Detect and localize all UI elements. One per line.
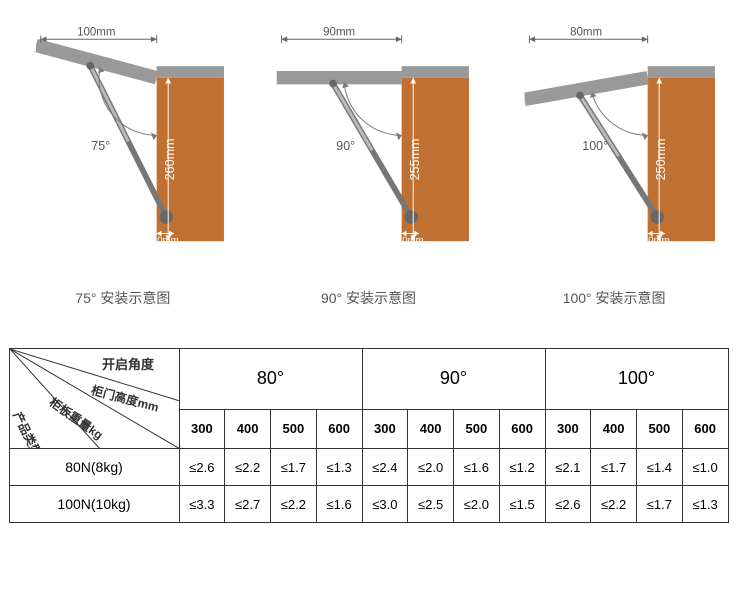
side-dim-label: 260mm <box>163 139 177 181</box>
value-cell: ≤1.2 <box>499 449 545 486</box>
top-dim-label: 80mm <box>570 26 602 38</box>
table-row: 100N(10kg)≤3.3≤2.7≤2.2≤1.6≤3.0≤2.5≤2.0≤1… <box>9 486 728 523</box>
sub-header: 400 <box>591 409 637 448</box>
value-cell: ≤1.7 <box>637 486 683 523</box>
sub-header: 300 <box>362 409 408 448</box>
side-dim-label: 255mm <box>408 139 422 181</box>
sub-header: 300 <box>545 409 591 448</box>
angle-label: 90° <box>337 139 356 153</box>
value-cell: ≤1.7 <box>271 449 317 486</box>
installation-diagram: 90° 90mm 255mm 10mm <box>253 20 483 270</box>
diagram-row: 75° 100mm 260mm 10mm <box>0 0 737 280</box>
sub-header: 300 <box>179 409 225 448</box>
angle-header: 100° <box>545 349 728 410</box>
sub-header: 400 <box>408 409 454 448</box>
top-dimension: 100mm <box>41 26 157 43</box>
cabinet-lid <box>26 39 224 78</box>
value-cell: ≤2.5 <box>408 486 454 523</box>
top-dimension: 90mm <box>282 26 402 43</box>
hdr-panel-weight: 柜板重量kg <box>45 394 105 442</box>
row-label: 100N(10kg) <box>9 486 179 523</box>
value-cell: ≤1.0 <box>682 449 728 486</box>
diagram-caption: 75° 安装示意图 <box>8 288 238 308</box>
hdr-product-type: 产品类型 <box>10 409 45 449</box>
value-cell: ≤2.4 <box>362 449 408 486</box>
value-cell: ≤2.1 <box>545 449 591 486</box>
value-cell: ≤1.6 <box>454 449 500 486</box>
value-cell: ≤2.0 <box>408 449 454 486</box>
sub-header: 500 <box>637 409 683 448</box>
angle-label: 75° <box>91 139 110 153</box>
value-cell: ≤3.3 <box>179 486 225 523</box>
row-label: 80N(8kg) <box>9 449 179 486</box>
hdr-door-height: 柜门高度mm <box>88 382 160 415</box>
spec-table: 开启角度 柜门高度mm 柜板重量kg 产品类型 80° 90° 100° 300… <box>9 348 729 523</box>
angle-header: 90° <box>362 349 545 410</box>
sub-header: 600 <box>499 409 545 448</box>
hdr-open-angle: 开启角度 <box>101 357 154 372</box>
value-cell: ≤1.6 <box>316 486 362 523</box>
angle-header: 80° <box>179 349 362 410</box>
value-cell: ≤2.6 <box>545 486 591 523</box>
value-cell: ≤1.7 <box>591 449 637 486</box>
value-cell: ≤2.6 <box>179 449 225 486</box>
diagram-caption: 100° 安装示意图 <box>499 288 729 308</box>
caption-row: 75° 安装示意图 90° 安装示意图 100° 安装示意图 <box>0 280 737 308</box>
sub-header: 500 <box>271 409 317 448</box>
value-cell: ≤1.3 <box>316 449 362 486</box>
table-corner-cell: 开启角度 柜门高度mm 柜板重量kg 产品类型 <box>9 349 179 449</box>
top-dim-label: 90mm <box>324 26 356 38</box>
value-cell: ≤2.0 <box>454 486 500 523</box>
bottom-offset-label: 10mm <box>397 235 424 246</box>
top-dimension: 80mm <box>530 26 648 43</box>
installation-diagram: 75° 100mm 260mm 10mm <box>8 20 238 270</box>
angle-label: 100° <box>582 139 608 153</box>
value-cell: ≤1.3 <box>682 486 728 523</box>
bottom-offset-label: 10mm <box>152 235 179 246</box>
bottom-offset-label: 10mm <box>643 235 670 246</box>
value-cell: ≤1.4 <box>637 449 683 486</box>
value-cell: ≤2.2 <box>271 486 317 523</box>
diagram-caption: 90° 安装示意图 <box>253 288 483 308</box>
sub-header: 400 <box>225 409 271 448</box>
value-cell: ≤1.5 <box>499 486 545 523</box>
side-dim-label: 250mm <box>654 139 668 181</box>
value-cell: ≤2.7 <box>225 486 271 523</box>
sub-header: 500 <box>454 409 500 448</box>
value-cell: ≤2.2 <box>225 449 271 486</box>
angle-arc <box>345 83 402 136</box>
table-row: 80N(8kg)≤2.6≤2.2≤1.7≤1.3≤2.4≤2.0≤1.6≤1.2… <box>9 449 728 486</box>
installation-diagram: 100° 80mm 250mm 10mm <box>499 20 729 270</box>
value-cell: ≤3.0 <box>362 486 408 523</box>
sub-header: 600 <box>682 409 728 448</box>
sub-header: 600 <box>316 409 362 448</box>
value-cell: ≤2.2 <box>591 486 637 523</box>
top-dim-label: 100mm <box>77 26 115 38</box>
